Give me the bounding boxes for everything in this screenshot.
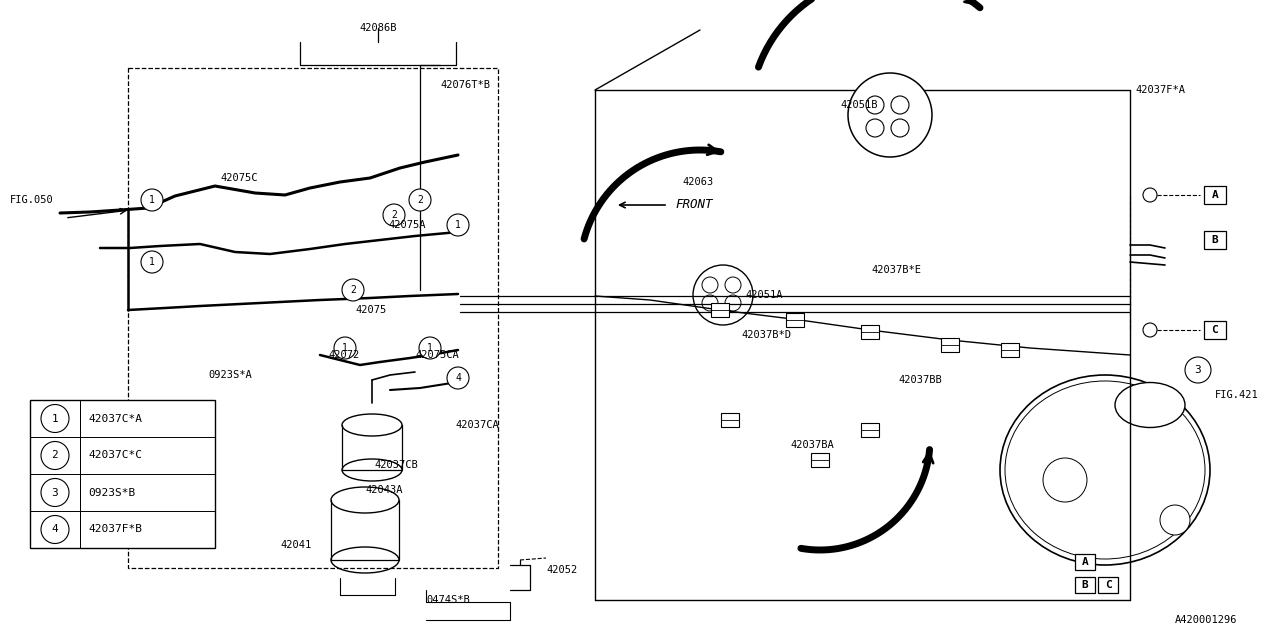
Text: FIG.421: FIG.421 (1215, 390, 1258, 400)
Circle shape (410, 189, 431, 211)
Text: 2: 2 (51, 451, 59, 461)
Circle shape (41, 442, 69, 470)
Circle shape (447, 214, 468, 236)
Text: 42075A: 42075A (388, 220, 425, 230)
Circle shape (891, 119, 909, 137)
Text: 42063: 42063 (682, 177, 713, 187)
Circle shape (447, 367, 468, 389)
Text: 42041: 42041 (280, 540, 311, 550)
Circle shape (867, 96, 884, 114)
Text: 42052: 42052 (547, 565, 577, 575)
Circle shape (383, 204, 404, 226)
Text: A420001296: A420001296 (1175, 615, 1238, 625)
Text: 1: 1 (342, 343, 348, 353)
Bar (1075, 577, 1094, 593)
Text: B: B (1212, 235, 1219, 245)
Text: 42086B: 42086B (360, 23, 397, 33)
Circle shape (41, 515, 69, 543)
Text: 42037C*A: 42037C*A (88, 413, 142, 424)
Circle shape (342, 279, 364, 301)
Text: 0923S*B: 0923S*B (88, 488, 136, 497)
Text: 42037B*D: 42037B*D (741, 330, 791, 340)
Circle shape (1143, 188, 1157, 202)
Text: C: C (1105, 580, 1111, 590)
Circle shape (1043, 458, 1087, 502)
Circle shape (141, 251, 163, 273)
Text: 42075C: 42075C (220, 173, 257, 183)
Text: 42043A: 42043A (365, 485, 402, 495)
Text: 42075: 42075 (355, 305, 387, 315)
Text: B: B (1082, 580, 1088, 590)
Bar (128, 68, 498, 568)
Circle shape (867, 119, 884, 137)
Circle shape (41, 479, 69, 506)
Text: 42051A: 42051A (745, 290, 782, 300)
Bar (1204, 186, 1226, 204)
Text: 4: 4 (51, 525, 59, 534)
Circle shape (419, 337, 442, 359)
Bar (861, 423, 879, 437)
Bar (1204, 321, 1226, 339)
Bar (721, 413, 739, 427)
Circle shape (724, 277, 741, 293)
Bar (1075, 554, 1094, 570)
Ellipse shape (1115, 383, 1185, 428)
Circle shape (1143, 323, 1157, 337)
Text: 42037C*C: 42037C*C (88, 451, 142, 461)
Bar (29, 400, 215, 548)
Bar (941, 338, 959, 352)
Text: 42072: 42072 (328, 350, 360, 360)
Text: 3: 3 (1194, 365, 1202, 375)
Text: 1: 1 (148, 257, 155, 267)
Text: 42076T*B: 42076T*B (440, 80, 490, 90)
Text: 42037F*A: 42037F*A (1135, 85, 1185, 95)
Bar (1098, 577, 1117, 593)
Text: 42037BB: 42037BB (899, 375, 942, 385)
Bar (710, 303, 730, 317)
Text: 42037F*B: 42037F*B (88, 525, 142, 534)
Bar (786, 313, 804, 327)
Text: A: A (1082, 557, 1088, 567)
Bar (1001, 343, 1019, 357)
Text: 0474S*B: 0474S*B (426, 595, 470, 605)
Circle shape (334, 337, 356, 359)
Circle shape (141, 189, 163, 211)
Circle shape (724, 295, 741, 311)
Text: 42075CA: 42075CA (415, 350, 458, 360)
Text: 42037B*E: 42037B*E (870, 265, 922, 275)
Circle shape (692, 265, 753, 325)
Text: 1: 1 (428, 343, 433, 353)
Bar (861, 325, 879, 339)
Text: 0923S*A: 0923S*A (207, 370, 252, 380)
Circle shape (1160, 505, 1190, 535)
Circle shape (891, 96, 909, 114)
Circle shape (701, 295, 718, 311)
Text: 2: 2 (417, 195, 422, 205)
Circle shape (849, 73, 932, 157)
Text: C: C (1212, 325, 1219, 335)
Text: 1: 1 (148, 195, 155, 205)
Text: 2: 2 (349, 285, 356, 295)
Bar (1204, 231, 1226, 249)
Text: 3: 3 (51, 488, 59, 497)
Text: 1: 1 (51, 413, 59, 424)
Circle shape (701, 277, 718, 293)
Text: 42051B: 42051B (840, 100, 878, 110)
Circle shape (41, 404, 69, 433)
Text: 2: 2 (392, 210, 397, 220)
Ellipse shape (1000, 375, 1210, 565)
Text: 42037CA: 42037CA (454, 420, 499, 430)
Bar (812, 453, 829, 467)
Text: FIG.050: FIG.050 (10, 195, 54, 205)
Text: 42037CB: 42037CB (374, 460, 417, 470)
Text: A: A (1212, 190, 1219, 200)
Circle shape (1185, 357, 1211, 383)
Text: 42037BA: 42037BA (790, 440, 833, 450)
Text: 4: 4 (456, 373, 461, 383)
Text: 1: 1 (456, 220, 461, 230)
Text: FRONT: FRONT (675, 198, 713, 211)
